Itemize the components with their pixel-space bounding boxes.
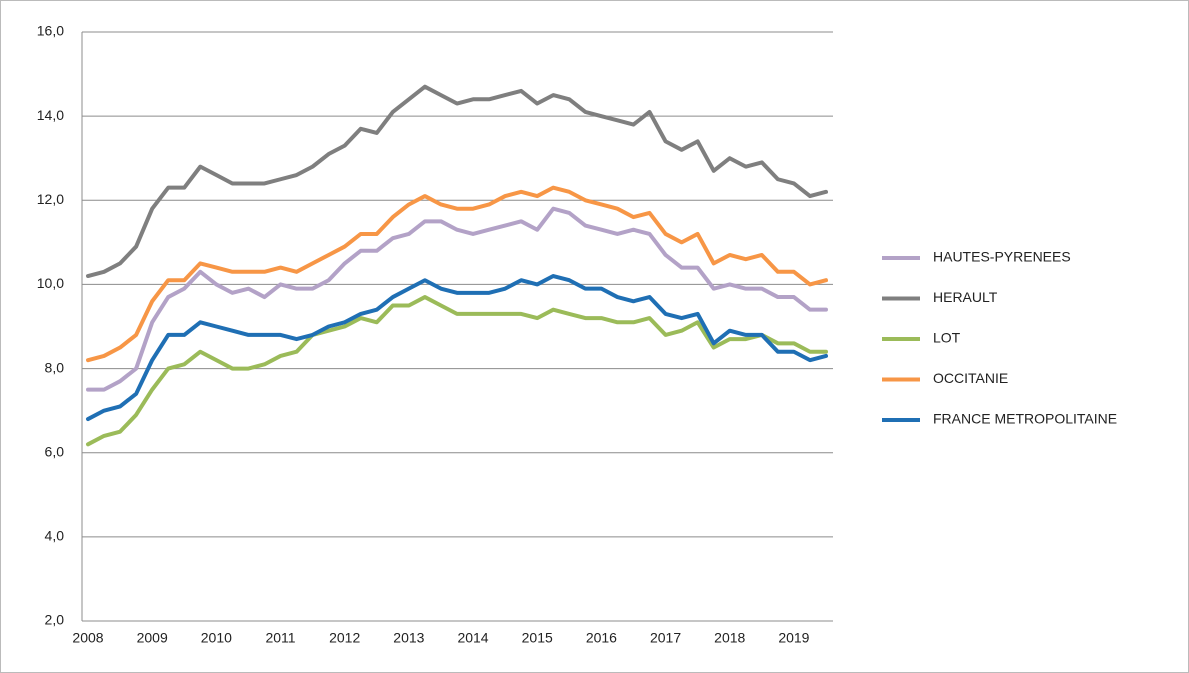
x-tick-label: 2018 [714,630,745,646]
y-tick-label: 8,0 [45,359,65,375]
x-tick-label: 2015 [522,630,553,646]
series-line [86,274,828,422]
legend-label: OCCITANIE [933,370,1008,386]
x-tick-label: 2017 [650,630,681,646]
y-tick-label: 4,0 [45,528,65,544]
x-tick-label: 2012 [329,630,360,646]
series-line [86,295,828,447]
series-line [86,185,828,363]
x-tick-label: 2019 [778,630,809,646]
legend-label: FRANCE METROPOLITAINE [933,411,1117,427]
x-tick-label: 2009 [137,630,168,646]
legend-label: HERAULT [933,289,998,305]
x-tick-label: 2013 [393,630,424,646]
y-tick-label: 10,0 [37,275,64,291]
series-line [86,84,828,279]
x-tick-label: 2016 [586,630,617,646]
y-tick-label: 2,0 [45,612,65,628]
x-tick-label: 2008 [72,630,103,646]
y-tick-label: 12,0 [37,191,64,207]
x-tick-label: 2011 [265,630,295,646]
x-tick-label: 2010 [201,630,232,646]
legend-label: HAUTES-PYRENEES [933,249,1071,265]
series-line [86,206,828,392]
y-tick-label: 16,0 [37,23,64,39]
y-tick-label: 14,0 [37,107,64,123]
y-tick-label: 6,0 [45,443,65,459]
x-tick-label: 2014 [457,630,488,646]
legend-label: LOT [933,330,961,346]
